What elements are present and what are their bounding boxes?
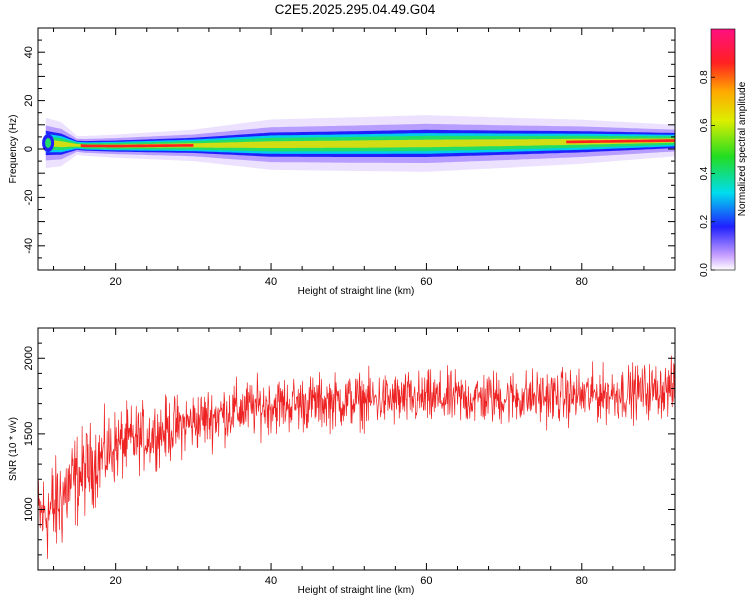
spectrogram-x-tick: 40 — [265, 276, 277, 288]
spectrogram-y-tick: 40 — [23, 46, 35, 58]
snr-y-tick: 1000 — [23, 497, 35, 521]
spectrogram-x-tick: 20 — [110, 276, 122, 288]
colorbar-tick: 0.2 — [699, 214, 710, 228]
band-layer-5 — [45, 138, 675, 148]
colorbar-tick: 0.6 — [699, 118, 710, 132]
spectrogram-y-label: Frequency (Hz) — [8, 115, 19, 184]
band-start-blob-core — [45, 137, 52, 148]
spectrogram-x-tick: 60 — [420, 276, 432, 288]
colorbar-label: Normalized spectral amplitude — [737, 81, 748, 216]
spectrogram-axis-ticks — [38, 27, 676, 271]
snr-series-line — [38, 355, 675, 559]
spectrogram-y-tick: -40 — [23, 238, 35, 254]
snr-x-tick: 40 — [265, 575, 277, 587]
figure-title: C2E5.2025.295.04.49.G04 — [275, 2, 436, 17]
spectrogram-band — [42, 115, 675, 172]
spectrogram-y-tick: 20 — [23, 94, 35, 106]
colorbar-tick: 0.4 — [699, 166, 710, 180]
colorbar-gradient — [710, 28, 736, 271]
colorbar-ticks — [711, 76, 715, 271]
band-core-1 — [566, 139, 675, 144]
spectrogram-y-tick: 0 — [23, 146, 35, 152]
snr-y-label: SNR (10 * v/v) — [8, 417, 19, 481]
colorbar-tick: 0.8 — [699, 70, 710, 84]
spectrogram-panel: 20 40 60 80 40 20 0 -20 -40 Height of st… — [8, 27, 676, 297]
snr-y-tick: 2000 — [23, 346, 35, 370]
snr-x-tick: 20 — [110, 575, 122, 587]
snr-x-tick: 80 — [576, 575, 588, 587]
band-core-0 — [80, 144, 194, 148]
snr-x-tick: 60 — [420, 575, 432, 587]
colorbar-tick: 0.0 — [699, 263, 710, 277]
spectrogram-y-tick: -20 — [23, 189, 35, 205]
colorbar: 0.0 0.2 0.4 0.6 0.8 Normalized spectral … — [699, 28, 748, 277]
spectrogram-x-tick: 80 — [576, 276, 588, 288]
snr-axis-ticks — [38, 327, 676, 570]
snr-panel: 20 40 60 80 2000 1500 1000 Height of str… — [8, 327, 676, 596]
spectrogram-x-label: Height of straight line (km) — [298, 286, 415, 297]
snr-x-label: Height of straight line (km) — [298, 585, 415, 596]
snr-y-tick: 1500 — [23, 422, 35, 446]
